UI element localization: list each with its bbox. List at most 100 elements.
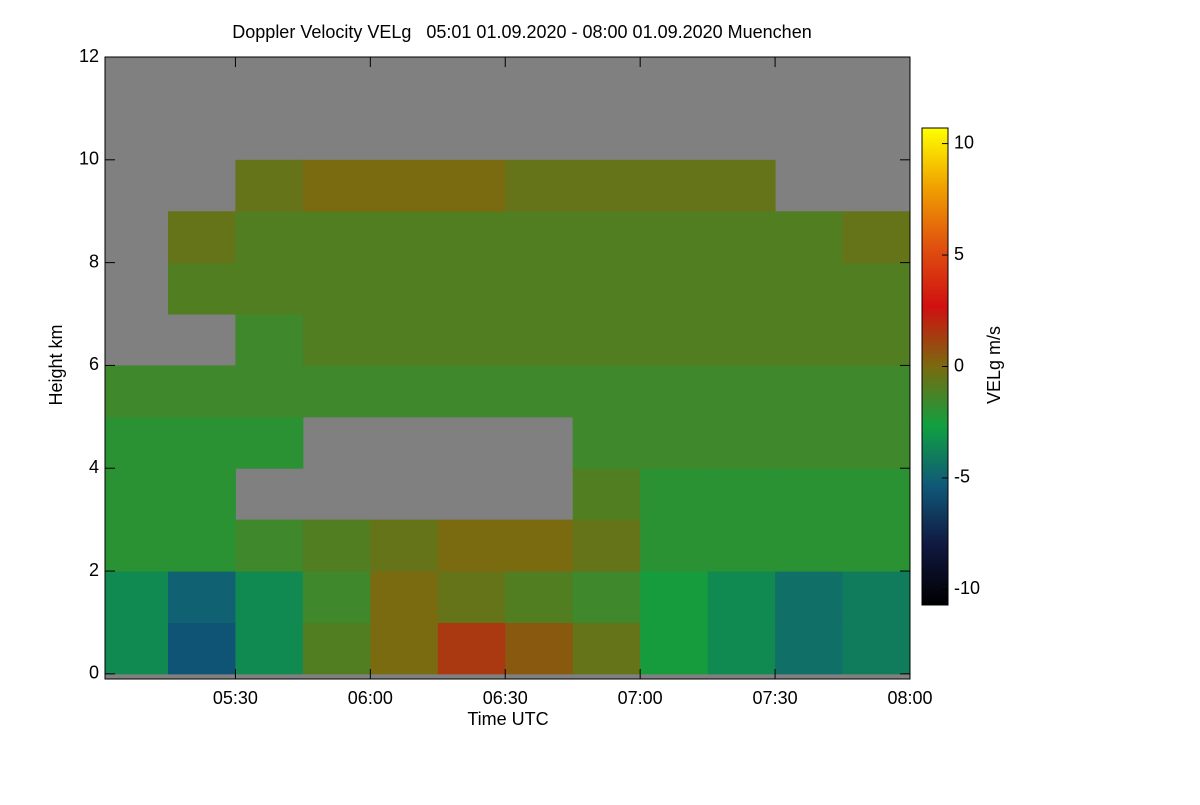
- heatmap-cell: [302, 211, 371, 264]
- heatmap-cell: [302, 159, 371, 212]
- heatmap-cell: [707, 468, 776, 521]
- heatmap-cell: [707, 416, 776, 469]
- heatmap-cell: [235, 262, 304, 315]
- y-tick-label: 8: [89, 251, 99, 271]
- heatmap-cell: [842, 468, 911, 521]
- heatmap-cell: [235, 314, 304, 366]
- heatmap-cell: [572, 622, 641, 675]
- heatmap-cell: [505, 314, 574, 366]
- heatmap-cell: [505, 159, 574, 212]
- heatmap-cell: [842, 622, 911, 675]
- heatmap-cell: [775, 262, 844, 315]
- heatmap-cell: [505, 622, 574, 675]
- heatmap-cell: [842, 262, 911, 315]
- heatmap-cell: [707, 211, 776, 264]
- heatmap-cell: [842, 314, 911, 366]
- heatmap-cell: [640, 314, 709, 366]
- heatmap-cell: [842, 416, 911, 469]
- heatmap-cell: [505, 262, 574, 315]
- heatmap-cell: [370, 314, 439, 366]
- heatmap-cell: [302, 622, 371, 675]
- heatmap-cell: [775, 571, 844, 623]
- heatmap-cell: [437, 262, 506, 315]
- plot-frame: [104, 56, 911, 680]
- heatmap-cell: [775, 519, 844, 572]
- heatmap-cell: [640, 262, 709, 315]
- heatmap-cell: [842, 519, 911, 572]
- heatmap-cell: [640, 468, 709, 521]
- heatmap-cell: [775, 416, 844, 469]
- x-tick-label: 06:00: [348, 688, 393, 708]
- heatmap-cell: [505, 365, 574, 418]
- heatmap-cell: [167, 519, 236, 572]
- heatmap-cell: [235, 211, 304, 264]
- heatmap-cell: [505, 519, 574, 572]
- heatmap-cell: [302, 519, 371, 572]
- heatmap-cell: [842, 211, 911, 264]
- heatmap-cell: [707, 314, 776, 366]
- heatmap-cell: [302, 262, 371, 315]
- heatmap-cell: [842, 571, 911, 623]
- heatmap-cell: [775, 468, 844, 521]
- heatmap-cell: [235, 622, 304, 675]
- heatmap-cell: [370, 262, 439, 315]
- colorbar-label: VELg m/s: [984, 326, 1004, 404]
- heatmap-cell: [572, 211, 641, 264]
- x-tick-label: 06:30: [483, 688, 528, 708]
- heatmap-cell: [707, 365, 776, 418]
- heatmap-cell: [572, 262, 641, 315]
- heatmap-cell: [235, 571, 304, 623]
- heatmap-cell: [437, 314, 506, 366]
- heatmap-cell: [707, 622, 776, 675]
- x-tick-label: 08:00: [887, 688, 932, 708]
- heatmap-cell: [775, 211, 844, 264]
- heatmap-cell: [640, 211, 709, 264]
- colorbar-tick-label: 5: [954, 244, 964, 264]
- heatmap-cell: [775, 365, 844, 418]
- heatmap-cell: [105, 622, 169, 675]
- heatmap-cell: [842, 365, 911, 418]
- colorbar-tick-label: 0: [954, 355, 964, 375]
- heatmap-cell: [775, 314, 844, 366]
- y-tick-label: 4: [89, 457, 99, 477]
- heatmap-cell: [707, 262, 776, 315]
- y-tick-label: 12: [79, 46, 99, 66]
- heatmap-cell: [302, 571, 371, 623]
- heatmap-cell: [437, 159, 506, 212]
- heatmap-cell: [640, 519, 709, 572]
- heatmap-cell: [105, 519, 169, 572]
- heatmap-cell: [572, 468, 641, 521]
- y-tick-label: 2: [89, 560, 99, 580]
- heatmap-cell: [572, 416, 641, 469]
- heatmap-cell: [105, 468, 169, 521]
- colorbar-tick-label: 10: [954, 132, 974, 152]
- y-axis-label: Height km: [46, 324, 66, 405]
- heatmap-cell: [707, 571, 776, 623]
- heatmap-cell: [105, 571, 169, 623]
- heatmap-cell: [235, 416, 304, 469]
- heatmap-cell: [370, 571, 439, 623]
- heatmap-cell: [572, 571, 641, 623]
- heatmap-cell: [640, 571, 709, 623]
- heatmap-cell: [370, 159, 439, 212]
- heatmap-cell: [167, 416, 236, 469]
- heatmap-cell: [640, 159, 709, 212]
- x-tick-label: 07:30: [753, 688, 798, 708]
- heatmap-cell: [105, 365, 169, 418]
- heatmap-cell: [167, 468, 236, 521]
- heatmap-cell: [105, 416, 169, 469]
- heatmap-cell: [437, 519, 506, 572]
- colorbar-tick-label: -10: [954, 578, 980, 598]
- heatmap-cell: [437, 365, 506, 418]
- x-tick-label: 07:00: [618, 688, 663, 708]
- heatmap-cell: [437, 211, 506, 264]
- x-axis-label: Time UTC: [467, 709, 548, 729]
- heatmap-cell: [437, 622, 506, 675]
- heatmap-cell: [640, 416, 709, 469]
- heatmap-cell: [302, 314, 371, 366]
- heatmap-cell: [505, 571, 574, 623]
- heatmap-cell: [572, 365, 641, 418]
- heatmap-cell: [572, 314, 641, 366]
- heatmap-cell: [572, 519, 641, 572]
- chart-title: Doppler Velocity VELg 05:01 01.09.2020 -…: [232, 22, 811, 42]
